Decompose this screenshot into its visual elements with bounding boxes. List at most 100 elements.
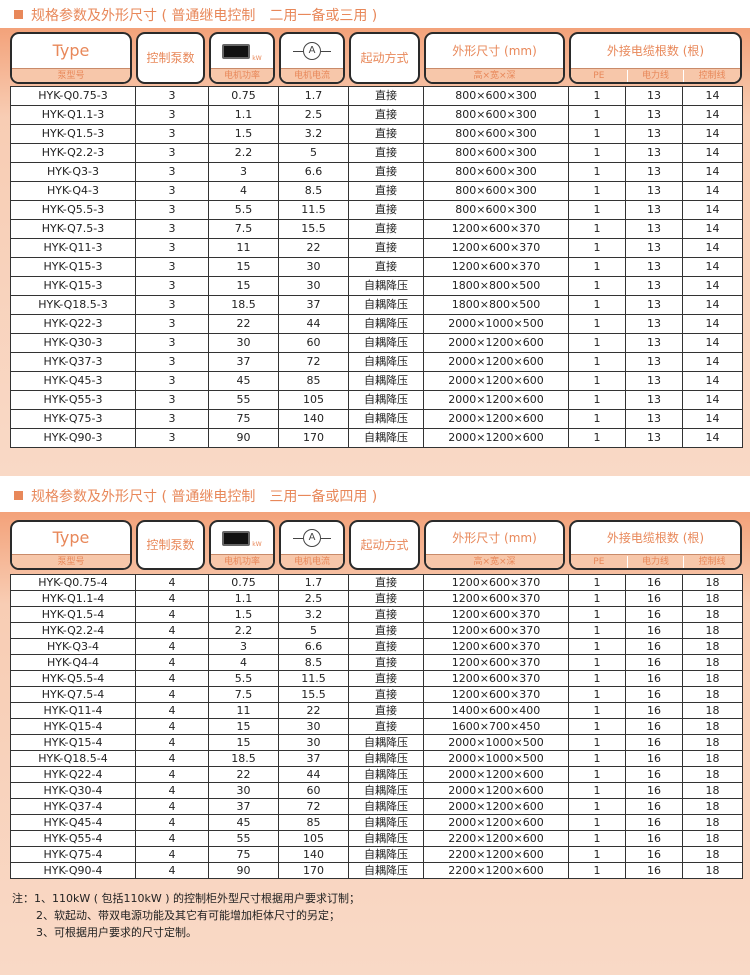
- cell-control-line: 18: [682, 670, 743, 687]
- cell-pe: 1: [568, 105, 626, 125]
- cell-dims: 1200×600×370: [423, 219, 569, 239]
- cell-pumps: 3: [135, 276, 209, 296]
- cell-dims: 2000×1000×500: [423, 314, 569, 334]
- cell-start: 直接: [348, 670, 424, 687]
- cell-start: 直接: [348, 105, 424, 125]
- type-label: Type: [52, 528, 90, 547]
- cell-dims: 2000×1000×500: [423, 750, 569, 767]
- cell-dims: 1400×600×400: [423, 702, 569, 719]
- cell-current: 3.2: [278, 606, 349, 623]
- cell-power-line: 16: [625, 686, 683, 703]
- cell-current: 3.2: [278, 124, 349, 144]
- cell-model: HYK-Q22-3: [10, 314, 136, 334]
- cell-model: HYK-Q0.75-3: [10, 86, 136, 106]
- cell-control-line: 14: [682, 105, 743, 125]
- cell-dims: 2000×1000×500: [423, 734, 569, 751]
- table-row: HYK-Q4-3 3 4 8.5 直接 800×600×300 1 13 14: [10, 181, 743, 201]
- cell-current: 72: [278, 798, 349, 815]
- col-start: 起动方式: [349, 32, 420, 84]
- cell-control-line: 14: [682, 124, 743, 144]
- control-line-label: 控制线: [698, 556, 726, 567]
- cell-pumps: 3: [135, 86, 209, 106]
- cell-pe: 1: [568, 143, 626, 163]
- cell-pe: 1: [568, 606, 626, 623]
- cell-current: 6.6: [278, 638, 349, 655]
- cell-pe: 1: [568, 428, 626, 448]
- cell-pumps: 4: [135, 750, 209, 767]
- table-row: HYK-Q45-3 3 45 85 自耦降压 2000×1200×600 1 13 14: [10, 371, 743, 391]
- cell-dims: 1200×600×370: [423, 686, 569, 703]
- cell-start: 自耦降压: [348, 276, 424, 296]
- cell-model: HYK-Q37-3: [10, 352, 136, 372]
- cell-dims: 800×600×300: [423, 143, 569, 163]
- cell-model: HYK-Q30-4: [10, 782, 136, 799]
- cell-pumps: 3: [135, 314, 209, 334]
- table-row: HYK-Q55-4 4 55 105 自耦降压 2200×1200×600 1 16 18: [10, 830, 743, 847]
- cell-power-line: 16: [625, 846, 683, 863]
- cell-model: HYK-Q7.5-3: [10, 219, 136, 239]
- cell-power: 4: [208, 181, 279, 201]
- cell-dims: 800×600×300: [423, 162, 569, 182]
- cell-dims: 800×600×300: [423, 181, 569, 201]
- table-row: HYK-Q5.5-3 3 5.5 11.5 直接 800×600×300 1 13 14: [10, 200, 743, 220]
- pumps-label: 控制泵数: [146, 537, 195, 552]
- cell-control-line: 18: [682, 686, 743, 703]
- col-pumps: 控制泵数: [136, 32, 205, 84]
- cell-pe: 1: [568, 333, 626, 353]
- cell-pumps: 4: [135, 830, 209, 847]
- cell-control-line: 14: [682, 428, 743, 448]
- cell-model: HYK-Q90-3: [10, 428, 136, 448]
- cell-start: 自耦降压: [348, 734, 424, 751]
- cell-control-line: 14: [682, 371, 743, 391]
- cell-power: 1.5: [208, 124, 279, 144]
- cell-start: 自耦降压: [348, 846, 424, 863]
- cell-control-line: 14: [682, 238, 743, 258]
- cell-current: 22: [278, 238, 349, 258]
- section-heading-2: 规格参数及外形尺寸 ( 普通继电控制 三用一备或四用 ): [14, 488, 377, 506]
- cell-model: HYK-Q1.1-3: [10, 105, 136, 125]
- table-row: HYK-Q7.5-3 3 7.5 15.5 直接 1200×600×370 1 13 14: [10, 219, 743, 239]
- cell-power-line: 16: [625, 702, 683, 719]
- cell-pumps: 3: [135, 390, 209, 410]
- table-row: HYK-Q15-3 3 15 30 自耦降压 1800×800×500 1 13 14: [10, 276, 743, 296]
- col-power: kW 电机功率: [209, 520, 275, 570]
- cell-dims: 1800×800×500: [423, 295, 569, 315]
- cell-power-line: 16: [625, 654, 683, 671]
- cell-pumps: 4: [135, 670, 209, 687]
- cell-power-line: 16: [625, 830, 683, 847]
- motor-icon: [222, 530, 251, 546]
- cell-pumps: 4: [135, 798, 209, 815]
- cell-pumps: 4: [135, 766, 209, 783]
- cell-control-line: 18: [682, 814, 743, 831]
- cell-pe: 1: [568, 124, 626, 144]
- cell-control-line: 14: [682, 295, 743, 315]
- cell-current: 44: [278, 766, 349, 783]
- dims-label: 外形尺寸 (mm): [452, 43, 537, 58]
- cell-power: 18.5: [208, 295, 279, 315]
- cell-power: 37: [208, 798, 279, 815]
- table-row: HYK-Q15-4 4 15 30 直接 1600×700×450 1 16 18: [10, 718, 743, 735]
- cell-power-line: 13: [625, 257, 683, 277]
- cell-control-line: 14: [682, 257, 743, 277]
- cell-start: 自耦降压: [348, 782, 424, 799]
- type-sub: 泵型号: [57, 556, 85, 567]
- cell-control-line: 18: [682, 702, 743, 719]
- cell-start: 直接: [348, 143, 424, 163]
- cell-dims: 800×600×300: [423, 105, 569, 125]
- cell-pe: 1: [568, 654, 626, 671]
- cell-power-line: 16: [625, 734, 683, 751]
- cell-power: 1.5: [208, 606, 279, 623]
- cell-power-line: 13: [625, 181, 683, 201]
- cell-power-line: 13: [625, 295, 683, 315]
- cell-pumps: 4: [135, 686, 209, 703]
- col-cables: 外接电缆根数 (根) PE 电力线 控制线: [569, 520, 742, 570]
- cell-start: 直接: [348, 574, 424, 591]
- col-start: 起动方式: [349, 520, 420, 570]
- cell-current: 170: [278, 862, 349, 879]
- cell-power: 7.5: [208, 219, 279, 239]
- cell-power: 45: [208, 371, 279, 391]
- cell-dims: 2200×1200×600: [423, 862, 569, 879]
- cell-pumps: 3: [135, 352, 209, 372]
- cell-pe: 1: [568, 352, 626, 372]
- pumps-label: 控制泵数: [146, 50, 195, 65]
